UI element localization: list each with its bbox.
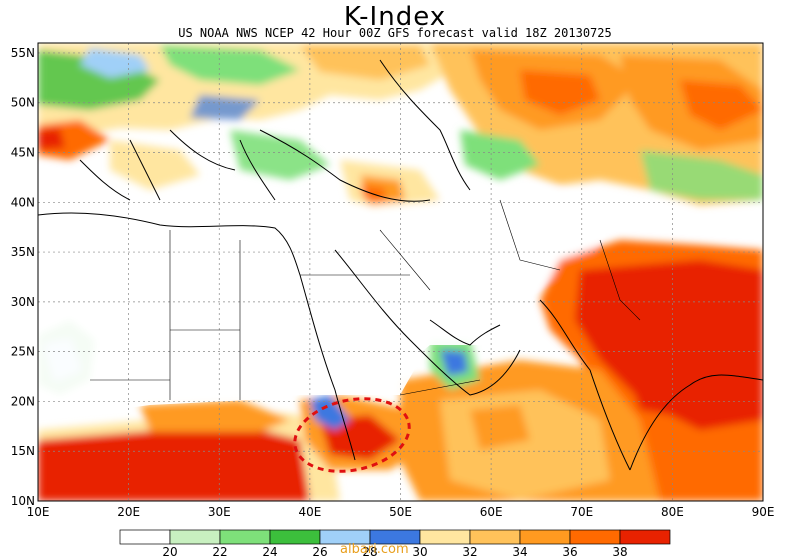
x-tick-label: 30E xyxy=(208,505,231,519)
x-tick-label: 90E xyxy=(752,505,775,519)
y-tick-label: 50N xyxy=(11,96,35,110)
colorbar-label: 30 xyxy=(412,545,427,559)
colorbar-label: 34 xyxy=(512,545,527,559)
y-tick-label: 15N xyxy=(11,444,35,458)
y-tick-label: 30N xyxy=(11,295,35,309)
y-tick-label: 20N xyxy=(11,394,35,408)
x-tick-label: 70E xyxy=(570,505,593,519)
colorbar-swatch xyxy=(419,529,471,545)
colorbar-label: 22 xyxy=(212,545,227,559)
colorbar-label: 24 xyxy=(262,545,277,559)
y-tick-label: 40N xyxy=(11,195,35,209)
coastlines xyxy=(38,59,763,471)
highlight-ellipse xyxy=(293,397,411,473)
x-tick-label: 80E xyxy=(661,505,684,519)
x-tick-label: 40E xyxy=(298,505,321,519)
watermark: albari.com xyxy=(340,542,409,557)
y-tick-label: 45N xyxy=(11,146,35,160)
colorbar-label: 28 xyxy=(362,545,377,559)
plot-frame xyxy=(37,42,764,502)
map-title: K-Index xyxy=(343,2,447,32)
colorbar-label: 26 xyxy=(312,545,327,559)
y-tick-label: 35N xyxy=(11,245,35,259)
x-tick-label: 60E xyxy=(480,505,503,519)
grid-lines xyxy=(38,43,763,501)
colorbar-swatch xyxy=(569,529,621,545)
y-tick-label: 25N xyxy=(11,345,35,359)
x-axis-labels: 10E 20E 30E 40E 50E 60E 70E 80E 90E xyxy=(27,505,775,519)
colorbar-swatch xyxy=(519,529,571,545)
colorbar: 20 22 24 26 28 30 32 34 36 38 xyxy=(119,529,671,559)
x-tick-label: 50E xyxy=(389,505,412,519)
colorbar-label: 32 xyxy=(462,545,477,559)
y-axis-labels: 55N 50N 45N 40N 35N 30N 25N 20N 15N 10N xyxy=(11,46,35,508)
colorbar-swatch xyxy=(169,529,221,545)
colorbar-label: 20 xyxy=(162,545,177,559)
map-subtitle: US NOAA NWS NCEP 42 Hour 00Z GFS forecas… xyxy=(178,26,612,40)
colorbar-swatch xyxy=(269,529,321,545)
x-tick-label: 10E xyxy=(27,505,50,519)
arabia-region xyxy=(330,290,520,370)
y-tick-label: 10N xyxy=(11,494,35,508)
colorbar-label: 36 xyxy=(562,545,577,559)
colorbar-swatch xyxy=(219,529,271,545)
colorbar-label: 38 xyxy=(612,545,627,559)
colorbar-swatch xyxy=(119,529,171,545)
colorbar-swatch xyxy=(619,529,671,545)
borders xyxy=(90,199,641,400)
colorbar-swatch xyxy=(469,529,521,545)
y-tick-label: 55N xyxy=(11,46,35,60)
x-tick-label: 20E xyxy=(117,505,140,519)
dry-region xyxy=(38,200,420,420)
